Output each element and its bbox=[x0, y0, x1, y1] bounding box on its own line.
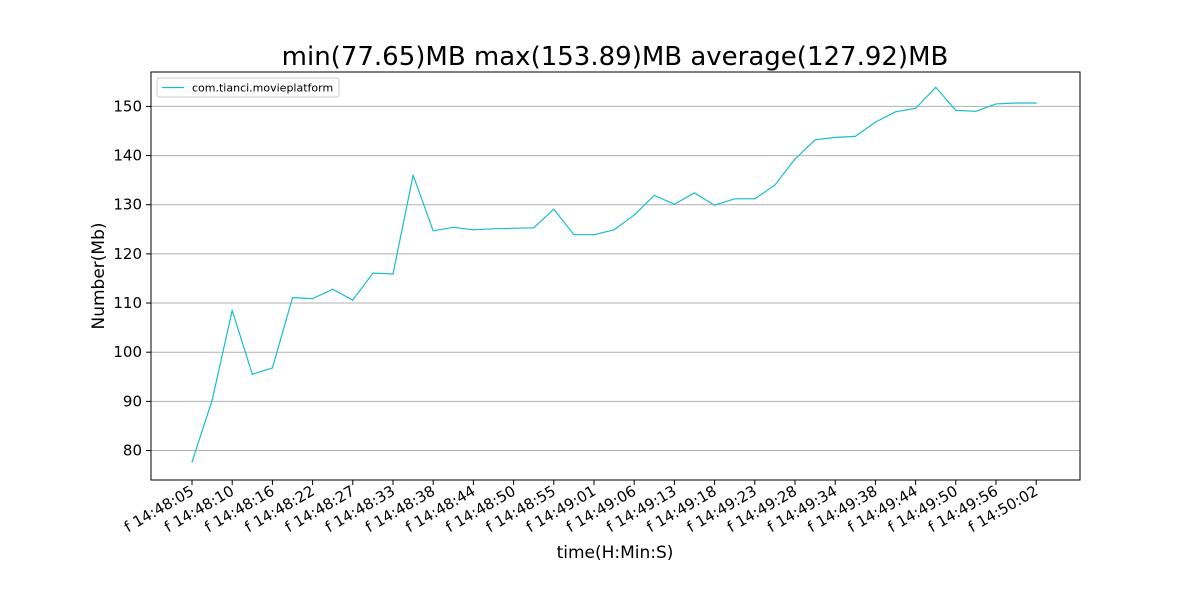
data-point bbox=[211, 399, 213, 401]
legend-box bbox=[156, 77, 340, 98]
data-point bbox=[995, 103, 997, 105]
y-axis-label: Number(Mb) bbox=[89, 222, 109, 329]
data-point bbox=[432, 230, 434, 232]
data-point bbox=[533, 227, 535, 229]
data-point bbox=[734, 198, 736, 200]
y-tick-label: 130 bbox=[113, 196, 142, 214]
data-point bbox=[191, 461, 193, 463]
data-point bbox=[472, 229, 474, 231]
data-point bbox=[774, 184, 776, 186]
data-point bbox=[673, 203, 676, 205]
data-point bbox=[231, 309, 233, 312]
data-point bbox=[834, 136, 836, 138]
data-point bbox=[975, 110, 977, 112]
data-point bbox=[1035, 102, 1037, 104]
data-point bbox=[593, 234, 595, 236]
data-point bbox=[915, 107, 917, 109]
data-point bbox=[352, 299, 354, 301]
data-point bbox=[754, 198, 756, 200]
data-point bbox=[633, 214, 635, 216]
data-point bbox=[935, 86, 937, 88]
data-point bbox=[291, 297, 294, 299]
grid-layer bbox=[151, 105, 1080, 452]
data-point bbox=[513, 227, 515, 229]
data-point bbox=[794, 158, 796, 160]
data-point bbox=[955, 109, 957, 111]
y-tick-label: 150 bbox=[113, 97, 142, 115]
data-point bbox=[412, 174, 414, 176]
data-point bbox=[613, 229, 615, 231]
data-point bbox=[452, 226, 454, 228]
data-point bbox=[492, 228, 495, 230]
y-tick-label: 140 bbox=[113, 147, 142, 165]
chart-title: min(77.65)MB max(153.89)MB average(127.9… bbox=[282, 42, 949, 72]
plot-frame bbox=[150, 71, 1081, 481]
data-point bbox=[814, 139, 816, 141]
series-line bbox=[191, 86, 1037, 463]
data-point bbox=[251, 373, 253, 375]
legend: com.tianci.movieplatform bbox=[156, 77, 340, 98]
data-point bbox=[714, 204, 716, 206]
data-point bbox=[874, 121, 877, 123]
series-layer bbox=[191, 86, 1037, 463]
data-point bbox=[573, 234, 575, 236]
data-point bbox=[854, 135, 856, 137]
x-axis-label: time(H:Min:S) bbox=[557, 543, 674, 563]
data-point bbox=[553, 208, 555, 210]
data-point bbox=[312, 298, 314, 300]
data-point bbox=[271, 367, 273, 369]
data-point bbox=[653, 194, 655, 196]
data-point bbox=[372, 272, 374, 274]
y-tick-label: 90 bbox=[123, 392, 142, 410]
data-point bbox=[1015, 102, 1017, 104]
data-point bbox=[332, 288, 334, 290]
y-tick-label: 80 bbox=[123, 442, 142, 460]
data-point bbox=[392, 273, 394, 275]
data-point bbox=[693, 192, 696, 194]
y-tick-label: 100 bbox=[113, 343, 142, 361]
y-tick-label: 120 bbox=[113, 245, 142, 263]
legend-label: com.tianci.movieplatform bbox=[192, 82, 333, 95]
data-point bbox=[894, 111, 897, 113]
y-tick-label: 110 bbox=[113, 294, 142, 312]
